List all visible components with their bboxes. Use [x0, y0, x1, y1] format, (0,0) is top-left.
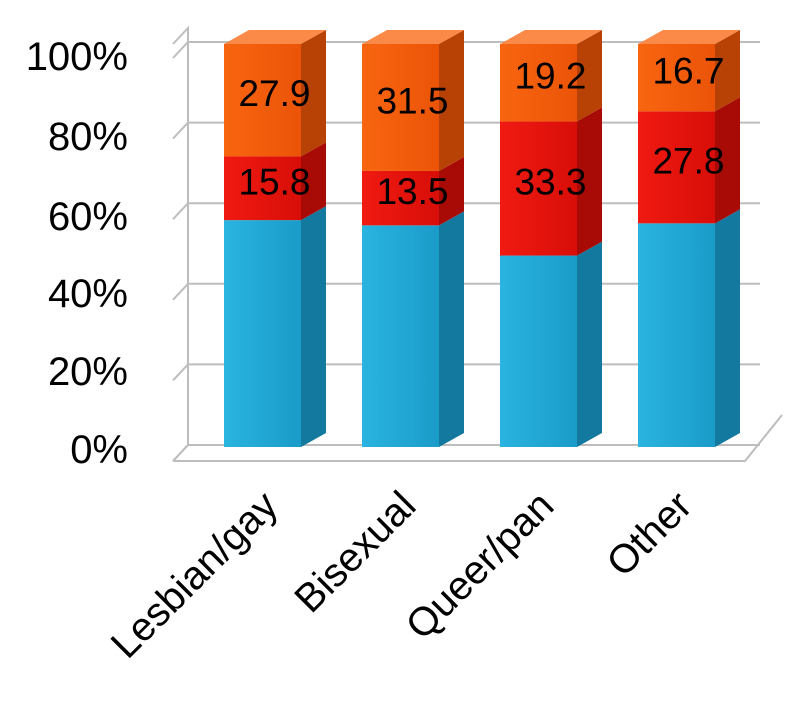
data-label: 27.9 [238, 73, 310, 114]
chart-walls [172, 25, 783, 462]
y-tick-label: 0% [70, 428, 128, 472]
bar-segment [500, 44, 577, 122]
y-tick-label: 60% [48, 195, 128, 239]
y-tick-label: 80% [48, 115, 128, 159]
y-tick-label: 40% [48, 272, 128, 316]
bar-segment [362, 170, 439, 226]
bar-segment-side [301, 142, 326, 221]
bar-segment-side [439, 156, 464, 226]
data-label: 15.8 [238, 161, 310, 202]
y-tick-label: 100% [26, 35, 128, 79]
bar-segment [638, 44, 715, 112]
data-label: 16.7 [652, 51, 724, 92]
y-tick-label: 20% [48, 350, 128, 394]
data-labels: 15.8 27.9 13.5 31.5 33.3 19.2 27.8 16.7 [238, 51, 724, 212]
bar-top [638, 30, 740, 44]
x-category-label: Queer/pan [398, 483, 563, 648]
bar-segment [362, 44, 439, 171]
bar-top [500, 30, 602, 44]
bar-segment [224, 220, 301, 447]
x-category-label: Other [599, 483, 701, 585]
bar-segment [224, 44, 301, 157]
bar-segment [500, 255, 577, 447]
bar-segment-side [439, 211, 464, 447]
floor-edge [173, 414, 783, 462]
bar-segment [638, 223, 715, 447]
bar-segment-side [301, 30, 326, 157]
bars [224, 30, 740, 447]
bar-segment-side [439, 30, 464, 171]
bar-segment-side [715, 97, 740, 224]
data-label: 27.8 [652, 140, 724, 181]
y-axis-ticks: 0% 20% 40% 60% 80% 100% [26, 35, 128, 472]
x-category-label: Bisexual [286, 483, 424, 621]
bar-segment [224, 156, 301, 221]
bar-segment-side [577, 107, 602, 256]
side-wall [172, 25, 189, 462]
bar-segment-side [577, 30, 602, 122]
gridline [172, 444, 760, 462]
bar-segment-side [301, 206, 326, 447]
bar-segment [362, 225, 439, 447]
x-category-label: Lesbian/gay [103, 483, 287, 667]
data-label: 13.5 [376, 171, 448, 212]
bar-segment-side [715, 30, 740, 112]
data-label: 31.5 [376, 80, 448, 121]
bar-top [362, 30, 464, 44]
data-label: 33.3 [514, 161, 586, 202]
bar-segment-side [715, 209, 740, 447]
bar-segment [638, 111, 715, 224]
data-label: 19.2 [514, 56, 586, 97]
bar-top [224, 30, 326, 44]
bar-segment [500, 121, 577, 256]
bar-segment-side [577, 241, 602, 447]
